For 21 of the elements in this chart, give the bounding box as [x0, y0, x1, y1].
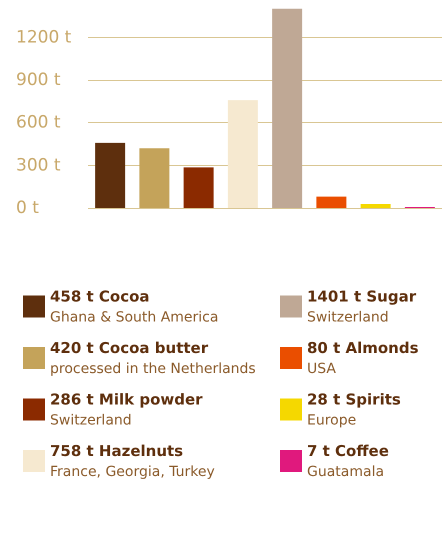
text: Ghana & South America — [50, 310, 218, 326]
y-tick-label: 1200 t — [16, 27, 72, 48]
legend-label: 7 t Coffee — [307, 442, 389, 460]
text: USA — [307, 361, 336, 377]
legend-label: 458 t Cocoa — [50, 288, 150, 306]
text: Switzerland — [50, 412, 132, 428]
text: Guatamala — [307, 464, 384, 480]
legend-label: 80 t Almonds — [307, 339, 419, 357]
legend-label: 28 t Spirits — [307, 390, 401, 408]
y-tick-label: 0 t — [16, 198, 40, 218]
y-tick-label: 900 t — [16, 70, 61, 90]
text: processed in the Netherlands — [50, 361, 256, 377]
y-tick-label: 600 t — [16, 112, 61, 133]
legend-label: 758 t Hazelnuts — [50, 442, 184, 460]
legend-label: 1401 t Sugar — [307, 288, 417, 306]
legend-label: 420 t Cocoa butter — [50, 339, 209, 357]
text: Switzerland — [307, 310, 389, 326]
legend-label: 286 t Milk powder — [50, 390, 204, 408]
y-tick-label: 300 t — [16, 155, 61, 176]
text: France, Georgia, Turkey — [50, 464, 215, 480]
text: Europe — [307, 412, 356, 428]
